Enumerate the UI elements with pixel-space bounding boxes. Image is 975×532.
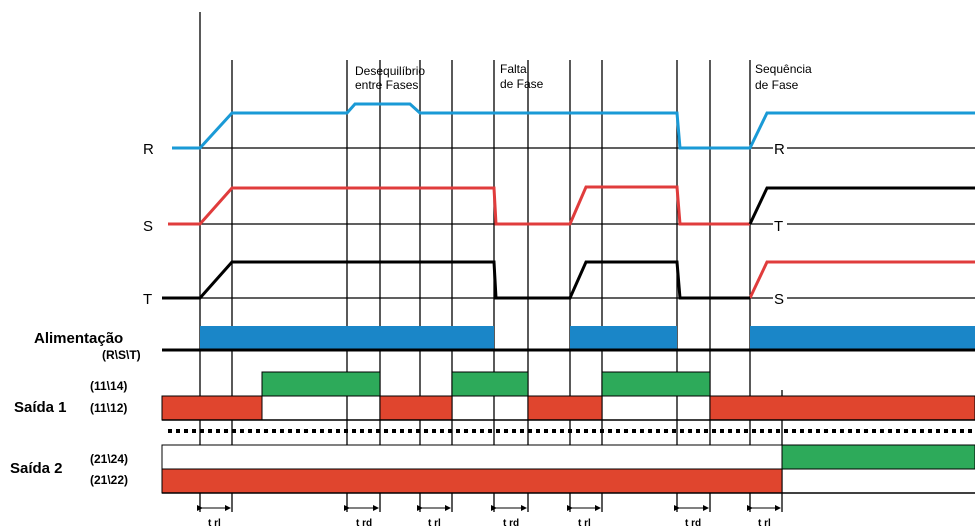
saida1-title: Saída 1: [14, 399, 67, 416]
phase-s-waveform-after: [748, 260, 975, 299]
phase-t-waveform-after: [748, 186, 975, 225]
saida2-nc-bar: [161, 468, 783, 494]
annotation-sequencia-1: Sequência: [755, 62, 812, 76]
time-label-3: t rl: [428, 518, 441, 529]
saida2-no-bar: [781, 444, 975, 470]
time-label-5: t rl: [578, 518, 591, 529]
annotation-desequilibrio-2: entre Fases: [355, 78, 418, 92]
annotation-falta-2: de Fase: [500, 77, 544, 91]
saida2-no: (21\24): [90, 452, 128, 466]
phase-r-waveform: [172, 102, 975, 150]
time-label-1: t rl: [208, 518, 221, 529]
phase-t-waveform: [162, 260, 750, 300]
time-label-4: t rd: [503, 518, 519, 529]
label-bg-s-right: [773, 290, 787, 306]
saida1-nc: (11\12): [90, 401, 127, 415]
phase-baselines: [200, 147, 975, 299]
phase-label-r: R: [143, 141, 154, 158]
label-bg-r-right: [773, 140, 787, 156]
alimentacao-sub: (R\S\T): [102, 348, 141, 362]
phase-label-right-s: S: [774, 291, 784, 308]
phase-label-right-t: T: [774, 218, 783, 235]
phase-s-waveform: [168, 185, 750, 226]
phase-label-t: T: [143, 291, 152, 308]
annotation-desequilibrio-1: Desequilíbrio: [355, 64, 425, 78]
phase-label-right-r: R: [774, 141, 785, 158]
saida2-nc: (21\22): [90, 473, 128, 487]
supply-bars: [200, 326, 975, 350]
phase-label-s: S: [143, 218, 153, 235]
time-label-7: t rl: [758, 518, 771, 529]
alimentacao-title: Alimentação: [34, 330, 123, 347]
saida1-no-bars: [261, 371, 711, 397]
saida2-title: Saída 2: [10, 460, 63, 477]
annotation-falta-1: Falta: [500, 62, 527, 76]
label-bg-t-right: [773, 216, 787, 232]
time-label-2: t rd: [356, 518, 372, 529]
annotation-sequencia-2: de Fase: [755, 78, 799, 92]
time-label-6: t rd: [685, 518, 701, 529]
saida1-nc-bars: [161, 395, 975, 421]
saida1-no: (11\14): [90, 379, 127, 393]
